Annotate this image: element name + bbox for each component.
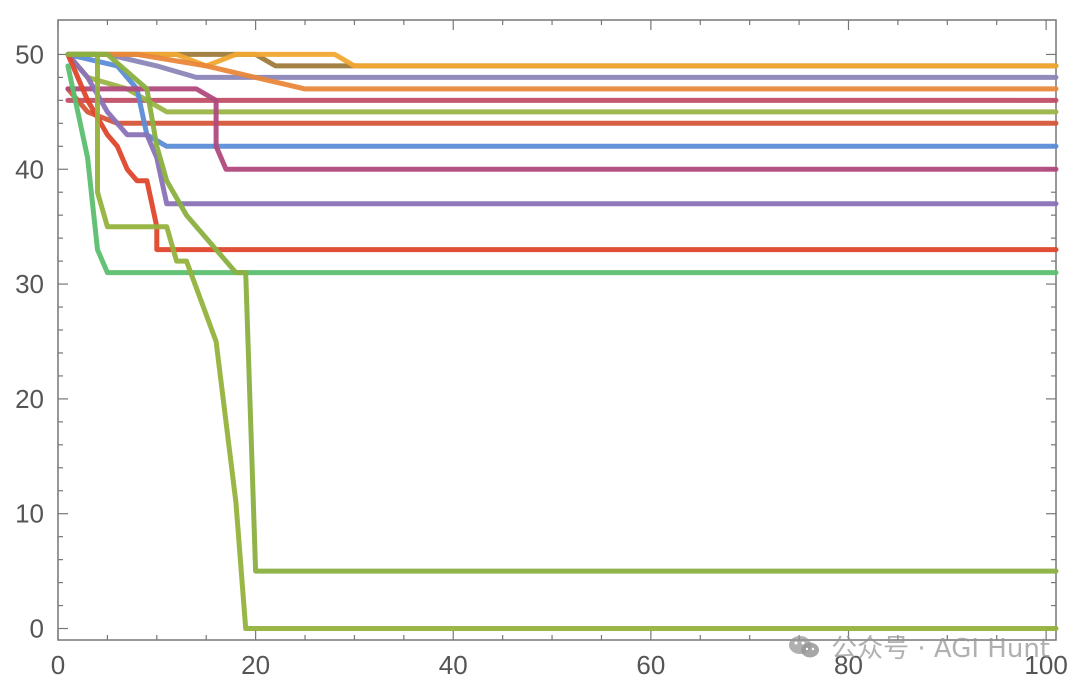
y-tick-label: 50	[15, 39, 44, 69]
series-line-14	[65, 51, 1059, 574]
x-tick-label: 60	[636, 650, 665, 680]
tick-labels: 0 20 40 60 80 100 0 10 20 30 40 50	[15, 39, 1068, 680]
series-line-8	[65, 51, 1059, 149]
x-tick-label: 0	[51, 650, 65, 680]
y-tick-label: 0	[30, 614, 44, 644]
x-tick-label: 100	[1024, 650, 1067, 680]
series-line-13	[65, 51, 1059, 631]
y-tick-label: 30	[15, 269, 44, 299]
series-line-12	[65, 63, 1059, 276]
series-line-9	[65, 86, 1059, 172]
wechat-icon	[789, 635, 820, 657]
watermark: 公众号 · AGI Hunt	[787, 628, 1050, 665]
series-lines	[65, 51, 1059, 631]
x-tick-label: 20	[241, 650, 270, 680]
series-line-4	[65, 51, 1059, 92]
y-tick-label: 40	[15, 154, 44, 184]
series-line-10	[65, 51, 1059, 207]
axis-ticks	[57, 20, 1056, 640]
watermark-text: 公众号 · AGI Hunt	[831, 634, 1050, 664]
y-tick-label: 20	[15, 384, 44, 414]
x-tick-label: 80	[834, 650, 863, 680]
x-tick-label: 40	[439, 650, 468, 680]
y-tick-label: 10	[15, 499, 44, 529]
